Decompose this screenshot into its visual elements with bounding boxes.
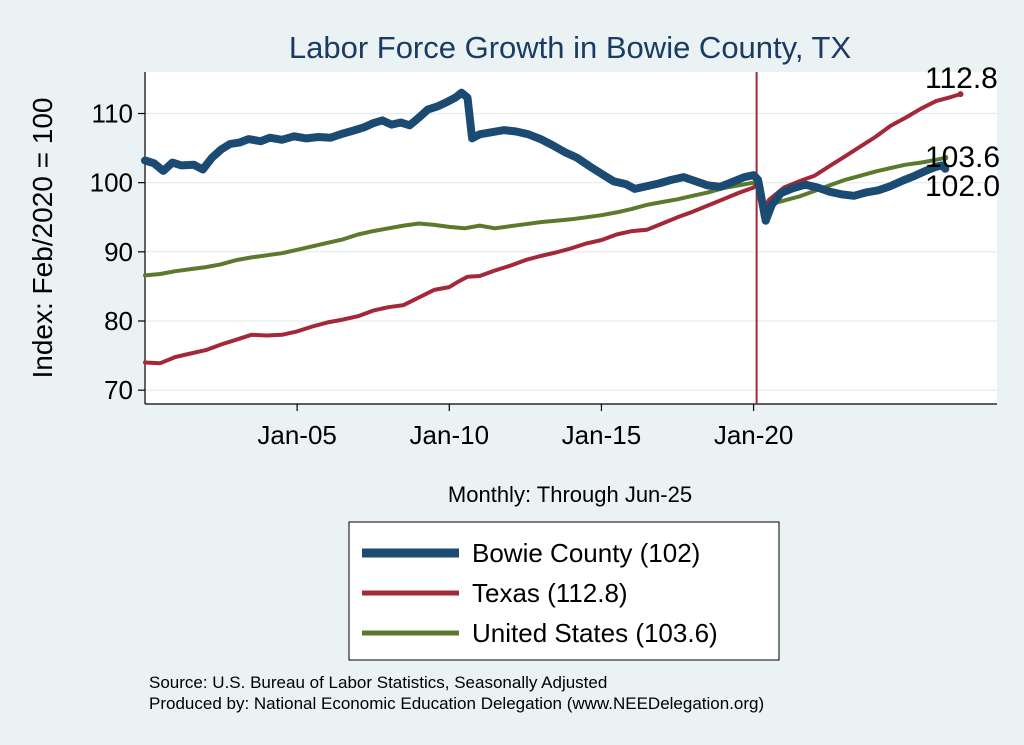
y-ticks: 70 80 90 100 110 — [90, 99, 145, 406]
y-tick-label-100: 100 — [90, 168, 133, 198]
x-tick-label-2: Jan-15 — [562, 420, 642, 450]
legend-label-1: Texas (112.8) — [472, 578, 628, 608]
y-tick-label-80: 80 — [104, 306, 133, 336]
y-tick-label-70: 70 — [104, 375, 133, 405]
chart-root: 70 80 90 100 110 Jan-05 Jan-10 Jan-15 Jan-20 11… — [0, 0, 1024, 745]
legend-label-0: Bowie County (102) — [472, 538, 700, 568]
y-tick-label-90: 90 — [104, 237, 133, 267]
x-ticks: Jan-05 Jan-10 Jan-15 Jan-20 — [257, 404, 793, 450]
end-label-0: 112.8 — [925, 62, 998, 95]
source-line: Source: U.S. Bureau of Labor Statistics,… — [149, 673, 607, 692]
x-tick-label-0: Jan-05 — [257, 420, 337, 450]
end-label-2: 102.0 — [925, 170, 1000, 203]
y-tick-label-110: 110 — [92, 99, 133, 129]
line-chart: 70 80 90 100 110 Jan-05 Jan-10 Jan-15 Jan-20 11… — [0, 0, 1024, 745]
legend-label-2: United States (103.6) — [472, 618, 718, 648]
x-tick-label-3: Jan-20 — [714, 420, 794, 450]
produced-by-line: Produced by: National Economic Education… — [149, 694, 764, 713]
x-tick-label-1: Jan-10 — [410, 420, 490, 450]
chart-title: Labor Force Growth in Bowie County, TX — [289, 30, 852, 65]
x-axis-title: Monthly: Through Jun-25 — [448, 482, 692, 507]
plot-area — [145, 72, 997, 404]
legend: Bowie County (102) Texas (112.8) United St… — [349, 522, 779, 660]
y-axis-title: Index: Feb/2020 = 100 — [27, 98, 58, 379]
